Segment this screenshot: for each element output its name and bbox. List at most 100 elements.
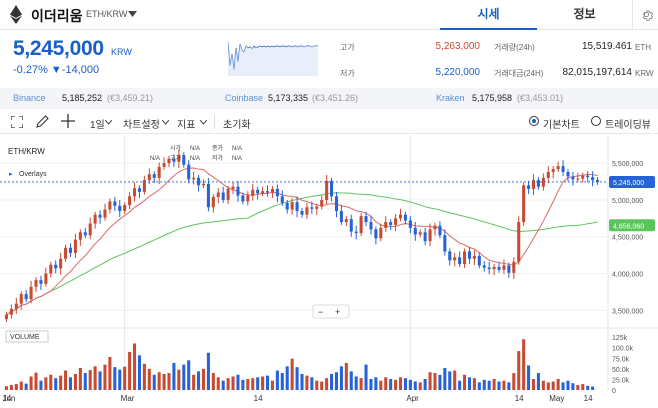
exchange-price-coinbase: 5,173,335 [268, 93, 309, 103]
candle-body [522, 185, 526, 223]
volume-bar [167, 373, 171, 390]
candle-body [379, 227, 383, 239]
candle-body [241, 195, 245, 202]
exchange-price-binance: 5,185,252 [62, 93, 103, 103]
volume-bar [571, 383, 575, 390]
x-tick-label: 14 [515, 394, 524, 403]
tradingview-radio[interactable] [591, 116, 601, 126]
ohlc-readout: N/A [190, 156, 200, 162]
interval-select[interactable]: 1일 [90, 120, 105, 131]
price-tick-label: 5,500,000 [612, 161, 643, 168]
candle-body [512, 261, 516, 273]
ohlc-readout: N/A [190, 146, 200, 152]
volume-tick-label: 0 [612, 388, 616, 395]
candle-body [591, 177, 595, 181]
candle-body [290, 202, 294, 210]
tab-price[interactable]: 시세 [440, 0, 537, 30]
candle-body [418, 232, 422, 235]
coin-pair[interactable]: ETH/KRW [86, 9, 128, 19]
plot-background [0, 135, 608, 408]
crosshair-icon[interactable] [61, 114, 75, 128]
tab-info[interactable]: 정보 [573, 7, 596, 21]
volume-bar [394, 379, 398, 390]
volume-bar [310, 377, 314, 390]
coin-name[interactable]: 이더리움 [31, 8, 83, 24]
indicators-button[interactable]: 지표 [177, 120, 196, 131]
candle-body [83, 232, 87, 236]
candle-body [285, 202, 289, 210]
volume-bar [487, 380, 491, 390]
volume-label: VOLUME [10, 334, 40, 341]
high-label: 고가 [340, 43, 355, 52]
ohlc-readout: 종가 [212, 144, 224, 152]
chevron-down-icon [162, 120, 169, 125]
volume-bar [39, 380, 43, 390]
volume-bar [320, 381, 324, 390]
volume-bar [14, 384, 18, 390]
volume-bar [586, 385, 590, 390]
chevron-down-icon [200, 120, 207, 125]
volume-label-box [5, 330, 49, 343]
candle-body [359, 216, 363, 234]
candle-body [492, 266, 496, 270]
volume-bar [68, 377, 73, 390]
price-chart[interactable]: 5,500,000 5,000,000 4,500,000 4,000,000 3,50… [0, 135, 658, 408]
candle-body [34, 280, 38, 287]
candle-body [467, 251, 471, 259]
volume-bar [34, 372, 38, 390]
volume-bar [438, 374, 442, 390]
volume-bar [49, 374, 53, 390]
volume-bar [566, 380, 570, 390]
volume-bar [137, 355, 141, 390]
volume-bar [384, 377, 388, 390]
candle-body [453, 257, 457, 261]
exchange-eur-binance: (€3,459.21) [107, 93, 154, 103]
volume-bar [502, 380, 506, 390]
volume-bar [556, 379, 560, 390]
exchange-name-kraken: Kraken [436, 93, 465, 103]
basic-chart-label[interactable]: 기본차트 [543, 120, 580, 131]
candle-body [103, 209, 107, 218]
basic-chart-radio[interactable] [529, 116, 539, 126]
candle-body [172, 158, 176, 162]
x-tick-label: 14 [254, 394, 263, 403]
candle-body [270, 188, 274, 193]
volume-bar [290, 358, 294, 390]
volume-label: 거래량(24h) [494, 43, 535, 52]
pencil-icon[interactable] [36, 115, 49, 128]
volume-tick-label: 100.0k [612, 346, 634, 353]
volume-bar [226, 378, 230, 390]
volume-bar [536, 373, 540, 390]
volume-bar [19, 381, 23, 390]
candle-body [280, 196, 284, 203]
x-tick-label: 14 [584, 394, 593, 403]
candle-body [531, 180, 536, 189]
candle-body [507, 265, 511, 273]
settings-button[interactable] [632, 0, 658, 30]
fullscreen-icon[interactable] [11, 116, 23, 128]
ma-long-tag [609, 219, 655, 232]
volume-bar [512, 373, 516, 390]
caret-down-icon[interactable] [128, 11, 137, 17]
candle-body [384, 222, 388, 228]
volume-bar [182, 364, 186, 390]
candle-body [226, 188, 230, 200]
reset-button[interactable]: 초기화 [223, 120, 251, 131]
chart-settings-button[interactable]: 차트설정 [123, 120, 160, 131]
candle-body [551, 169, 555, 173]
candle-body [256, 189, 260, 194]
volume-bar [221, 380, 225, 390]
tradingview-label[interactable]: 트레이딩뷰 [605, 120, 651, 131]
volume-bar [265, 375, 270, 390]
candle-body [374, 229, 378, 239]
volume-bar [453, 370, 457, 390]
candle-body [78, 232, 82, 240]
candle-body [389, 222, 393, 225]
volume-bar [517, 351, 521, 390]
amount-unit: KRW [635, 69, 654, 78]
volume-tick-label: 125k [612, 335, 628, 342]
volume-bar [4, 386, 8, 390]
volume-bar [123, 366, 127, 390]
candle-body [142, 180, 146, 192]
